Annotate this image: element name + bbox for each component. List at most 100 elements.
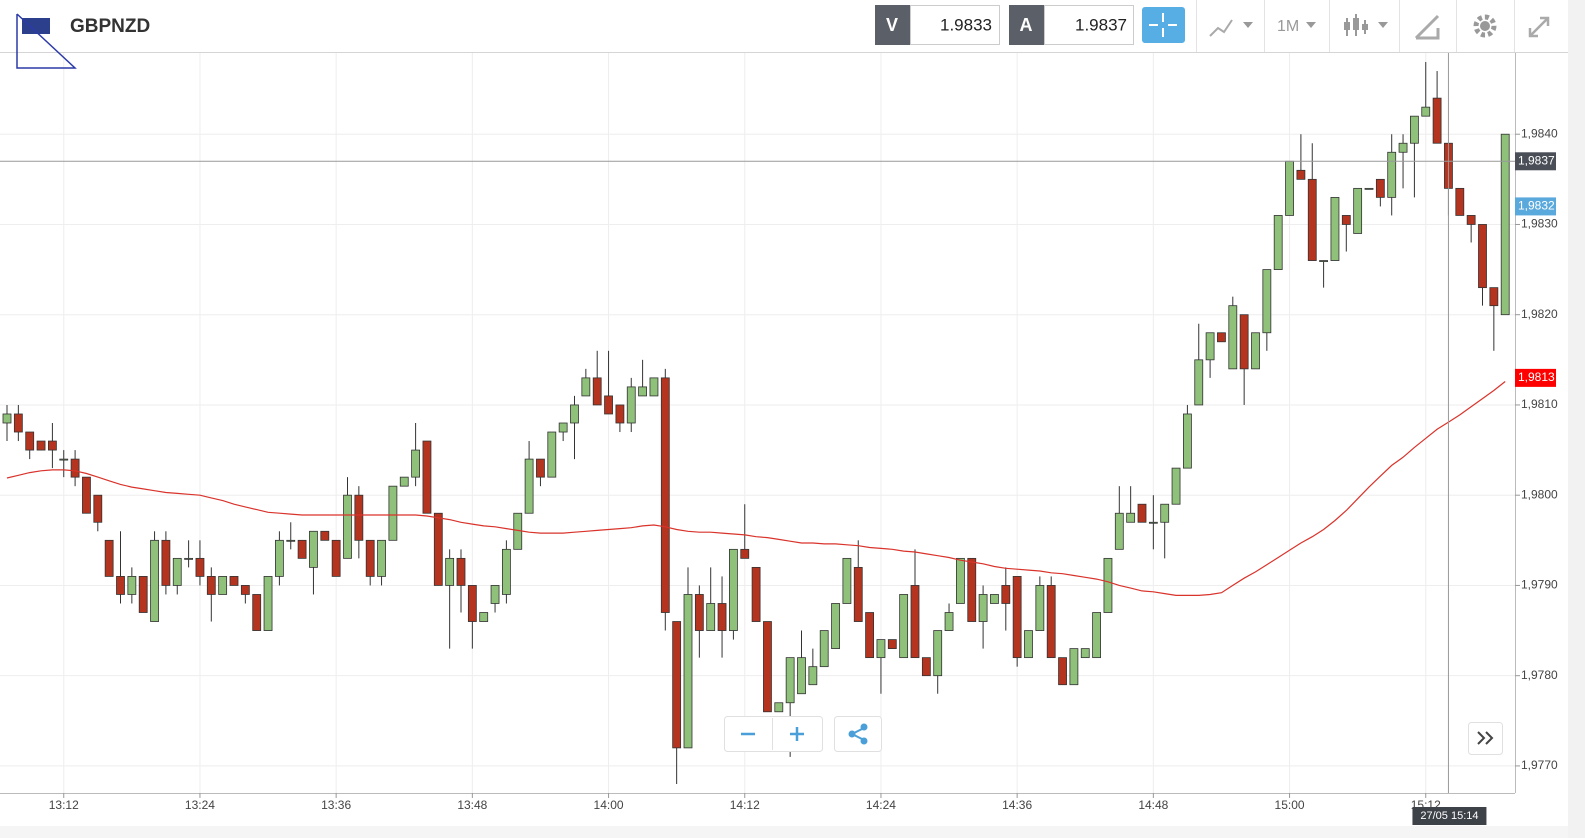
timeframe[interactable]: 1M: [1277, 18, 1299, 35]
y-tick-label: 1,9800: [1521, 487, 1558, 501]
crosshair-button[interactable]: [1142, 7, 1185, 43]
candle-body: [263, 576, 273, 631]
indicator-icon[interactable]: [1209, 19, 1233, 37]
scroll-right-icon: [1477, 731, 1494, 745]
zoom-in[interactable]: [790, 727, 804, 741]
candle-body: [751, 566, 761, 622]
candle-body: [1024, 630, 1033, 659]
candle-body: [274, 539, 284, 577]
candle-body: [1251, 332, 1260, 370]
candle-body: [331, 539, 341, 577]
candle-body: [740, 548, 750, 559]
candle-body: [763, 621, 772, 713]
candle-body: [1217, 332, 1226, 343]
scrollbar: [1568, 0, 1585, 838]
drawing-triangle: [16, 13, 77, 69]
candle-body: [127, 576, 137, 595]
candle-body: [1160, 503, 1170, 523]
price-marker: [1515, 368, 1556, 387]
candle-body: [921, 657, 931, 677]
candle-body: [365, 539, 375, 577]
share-icon: [860, 723, 868, 731]
candle-body: [59, 458, 69, 461]
candle-icon: [1344, 22, 1350, 30]
candle-body: [297, 539, 307, 559]
candle-body: [1228, 305, 1238, 370]
candle-body: [1330, 196, 1340, 261]
candle-body: [1239, 314, 1249, 370]
candle-body: [717, 603, 727, 631]
settings-icon[interactable]: [1473, 14, 1497, 38]
candle-body: [252, 594, 262, 631]
candle-body: [774, 702, 784, 713]
moving-average: [6, 381, 1506, 596]
candle-body: [218, 576, 228, 595]
candle-body: [82, 476, 91, 514]
candle-body: [13, 413, 23, 433]
x-tick-label: 14:36: [1002, 798, 1032, 812]
candle-body: [842, 557, 852, 604]
candle-body: [1137, 503, 1147, 523]
candle-body: [524, 458, 534, 514]
candle-body: [1341, 215, 1351, 225]
candle-body: [1364, 187, 1374, 190]
share-control: [834, 716, 882, 752]
candle-body: [956, 557, 965, 604]
plot: [2, 62, 1510, 784]
dropdown: [1306, 22, 1316, 28]
candle-body: [672, 621, 682, 749]
x-tick-label: 13:48: [457, 798, 487, 812]
dropdown: [1378, 22, 1388, 28]
x-tick-label: 13:24: [185, 798, 215, 812]
scroll-right-button[interactable]: [1468, 722, 1503, 755]
crosshair-label-box: [1412, 807, 1487, 825]
candle-body: [172, 557, 182, 586]
fullscreen-icon[interactable]: [1528, 16, 1550, 38]
candle-body: [1455, 187, 1465, 216]
candle-body: [1126, 512, 1136, 523]
x-tick-label: 14:48: [1138, 798, 1168, 812]
x-tick-label: 14:00: [594, 798, 624, 812]
draw-icon[interactable]: [1414, 14, 1440, 40]
buy-price-box: [1044, 5, 1134, 45]
candle-body: [93, 494, 103, 523]
y-tick-label: 1,9840: [1521, 126, 1558, 140]
symbol: GBPNZD: [70, 16, 150, 37]
buy-price: 1.9837: [1075, 15, 1127, 34]
x-tick-label: 14:12: [730, 798, 760, 812]
candle-body: [1273, 215, 1283, 270]
price-marker: [1515, 197, 1556, 216]
candle-body: [433, 512, 443, 586]
candle-body: [1319, 260, 1328, 262]
candle-body: [1387, 151, 1397, 198]
candle-body: [2, 413, 12, 424]
candle-body: [887, 639, 897, 650]
candle-body: [456, 557, 466, 586]
buy-box[interactable]: [1009, 5, 1044, 45]
candle-body: [25, 431, 35, 451]
candle-body: [1353, 187, 1363, 234]
x-tick-label: 15:00: [1275, 798, 1305, 812]
candle-body: [1432, 97, 1442, 144]
candle-body: [604, 395, 613, 415]
candle-body: [399, 476, 409, 487]
candle-body: [581, 377, 591, 397]
candle-body: [388, 485, 398, 541]
candle-body: [286, 539, 296, 542]
buy-label: A: [1020, 15, 1033, 35]
candle-body: [536, 458, 545, 478]
candle-body: [638, 386, 647, 397]
candle-body: [1410, 115, 1419, 144]
candle-body: [1500, 133, 1510, 316]
candle-body: [660, 377, 670, 613]
candle-body: [626, 386, 636, 424]
candle-body: [1466, 215, 1476, 225]
x-tick-label: 13:12: [49, 798, 79, 812]
crosshair-icon: [1149, 13, 1177, 37]
x-tick-label: 13:36: [321, 798, 351, 812]
candle-body: [547, 431, 557, 478]
sell-box[interactable]: [875, 5, 910, 45]
candle-body: [229, 576, 239, 586]
